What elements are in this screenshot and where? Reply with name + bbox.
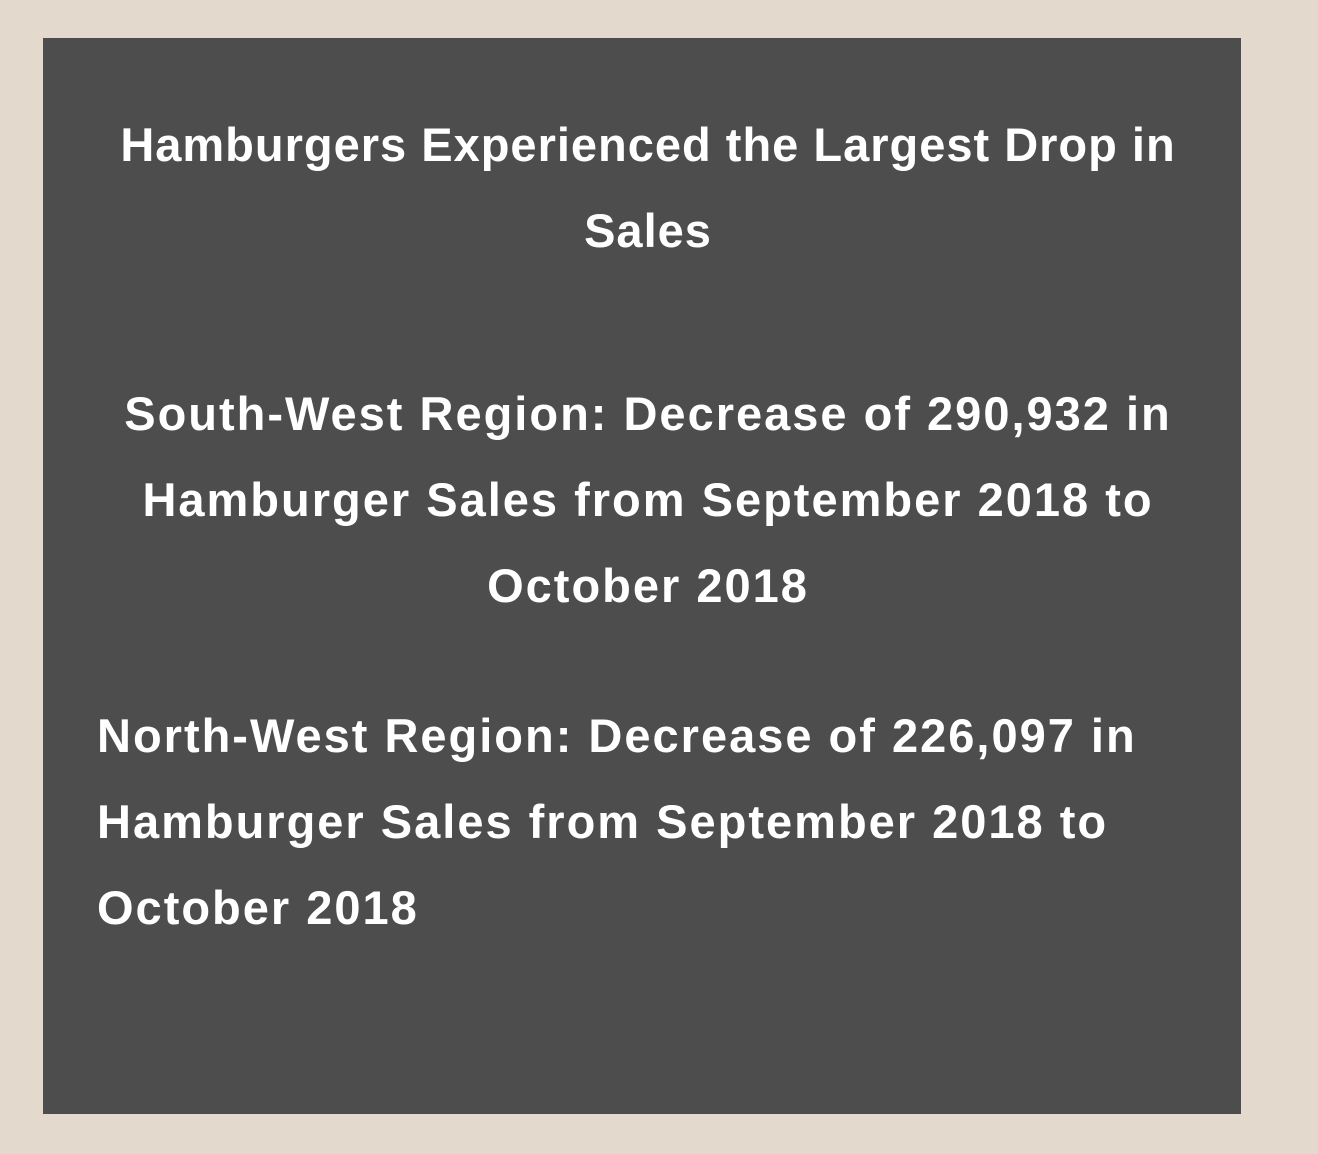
card-title: Hamburgers Experienced the Largest Drop … bbox=[120, 118, 1176, 257]
south-west-statement: South-West Region: Decrease of 290,932 i… bbox=[124, 387, 1172, 612]
north-west-line-2: Hamburger Sales from September 2018 to bbox=[97, 795, 1109, 848]
north-west-line-1: North-West Region: Decrease of 226,097 i… bbox=[97, 709, 1137, 762]
north-west-line-3: October 2018 bbox=[97, 881, 419, 934]
info-card: Hamburgers Experienced the Largest Drop … bbox=[43, 38, 1241, 1114]
north-west-statement: North-West Region: Decrease of 226,097 i… bbox=[97, 693, 1207, 951]
